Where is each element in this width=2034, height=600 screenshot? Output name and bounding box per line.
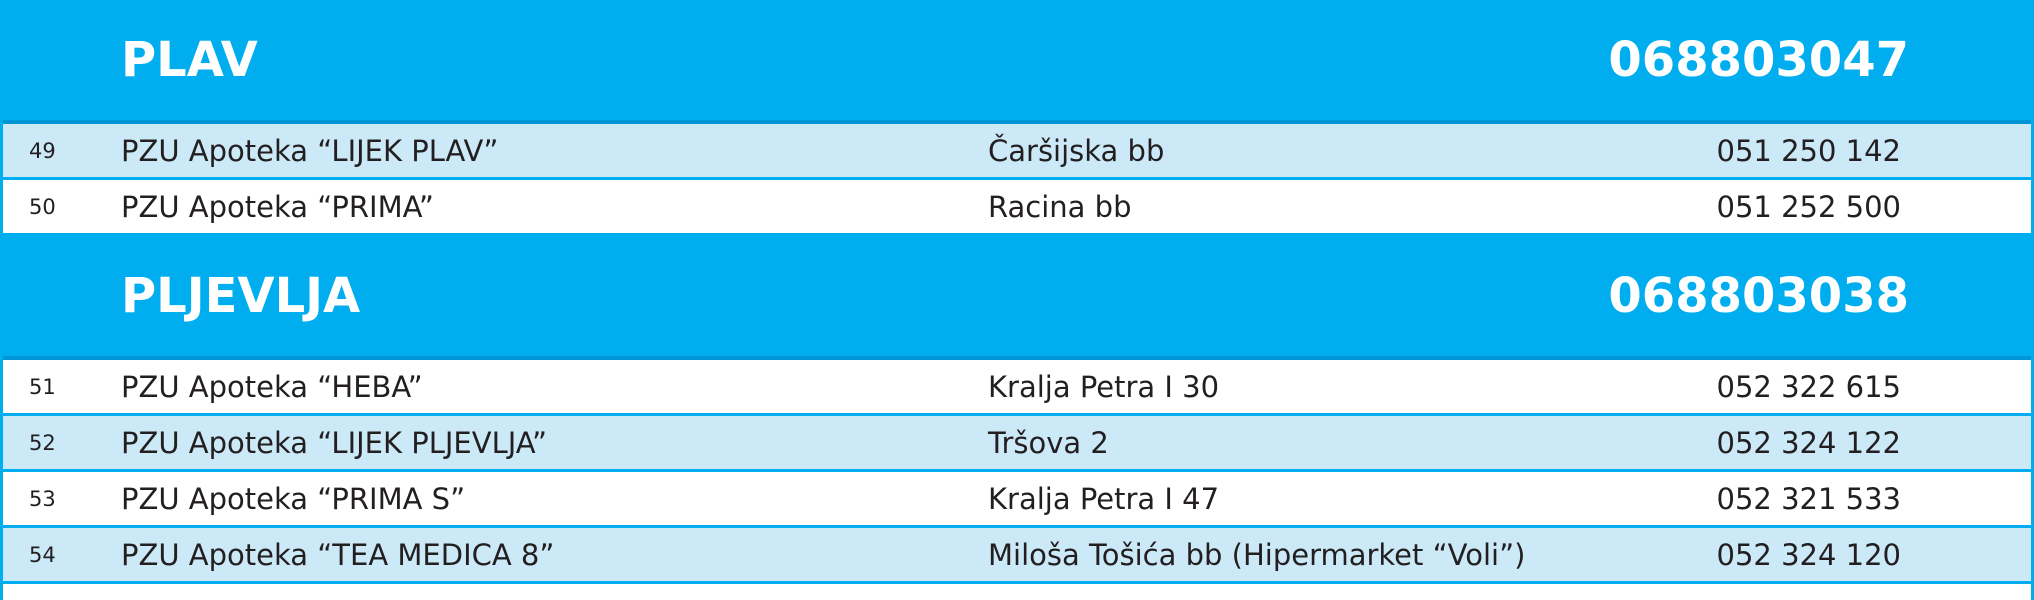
row-number: 49 [29,138,56,163]
address: Racina bb [988,189,1132,224]
phone: 051 250 142 [1716,133,1902,168]
pharmacy-name: PZU Apoteka “PRIMA” [121,189,434,224]
address: Čaršijska bb [988,133,1165,168]
row-number: 54 [29,542,56,567]
phone: 052 324 120 [1716,537,1902,572]
city-header: PLAV 068803047 [3,0,2031,124]
pharmacy-row: 52 PZU Apoteka “LIJEK PLJEVLJA” Tršova 2 05… [3,416,2031,472]
phone: 052 324 122 [1716,425,1902,460]
city-phone: 068803047 [1608,32,1909,88]
address: Kralja Petra I 30 [988,369,1220,404]
pharmacy-name: PZU Apoteka “TEA MEDICA 8” [121,537,555,572]
pharmacy-row: 51 PZU Apoteka “HEBA” Kralja Petra I 30 052… [3,360,2031,416]
pharmacy-name: PZU Apoteka “HEBA” [121,369,423,404]
city-header: PLJEVLJA 068803038 [3,236,2031,360]
row-number: 53 [29,486,56,511]
phone: 052 322 615 [1716,369,1902,404]
phone: 051 252 500 [1716,189,1902,224]
row-number: 50 [29,194,56,219]
pharmacy-row: 53 PZU Apoteka “PRIMA S” Kralja Petra I 47… [3,472,2031,528]
address: Kralja Petra I 47 [988,481,1220,516]
pharmacy-row: 54 PZU Apoteka “TEA MEDICA 8” Miloša Tošić… [3,528,2031,584]
pharmacy-name: PZU Apoteka “LIJEK PLJEVLJA” [121,425,548,460]
row-number: 51 [29,374,56,399]
city-name: PLAV [121,32,258,88]
phone: 052 321 533 [1716,481,1902,516]
city-name: PLJEVLJA [121,268,361,324]
pharmacy-name: PZU Apoteka “PRIMA S” [121,481,466,516]
pharmacy-row: 50 PZU Apoteka “PRIMA” Racina bb 051 252 50… [3,180,2031,236]
address: Miloša Tošića bb (Hipermarket “Voli”) [988,537,1526,572]
row-number: 52 [29,430,56,455]
address: Tršova 2 [988,425,1109,460]
pharmacy-row: 49 PZU Apoteka “LIJEK PLAV” Čaršijska bb 05… [3,124,2031,180]
pharmacy-name: PZU Apoteka “LIJEK PLAV” [121,133,499,168]
city-phone: 068803038 [1608,268,1909,324]
